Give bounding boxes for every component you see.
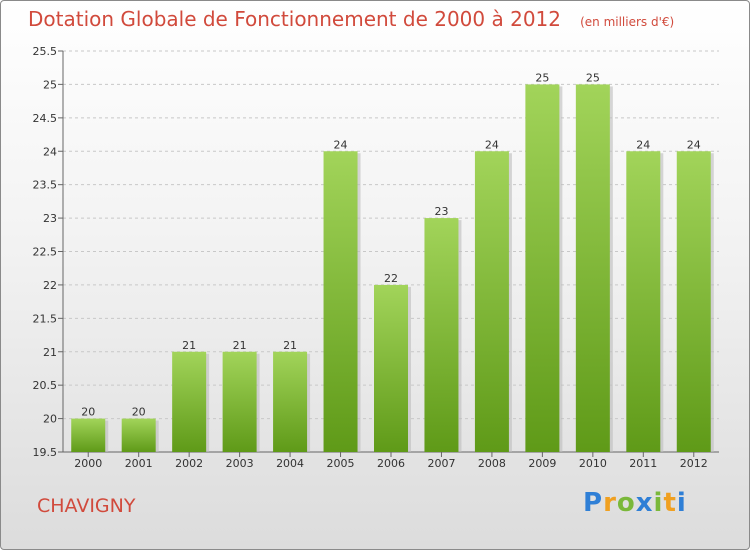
- bar: [222, 351, 257, 452]
- y-tick-label: 19.5: [33, 446, 58, 459]
- y-tick-label: 24.5: [33, 112, 58, 125]
- bar-value-label: 21: [283, 339, 297, 352]
- bar: [273, 351, 308, 452]
- y-tick-label: 23: [43, 212, 57, 225]
- bar: [374, 284, 408, 452]
- x-tick-label: 2006: [377, 457, 405, 470]
- bar: [323, 151, 358, 452]
- x-tick-label: 2012: [680, 457, 708, 470]
- bar-value-label: 20: [132, 406, 146, 419]
- y-tick-label: 22: [43, 279, 57, 292]
- bar-value-label: 25: [586, 71, 600, 84]
- bar-value-label: 24: [687, 138, 701, 151]
- logo-letter: P: [583, 488, 604, 518]
- logo-letter: r: [603, 488, 617, 518]
- chart-subtitle: (en milliers d'€): [580, 15, 675, 29]
- x-tick-label: 2007: [427, 457, 455, 470]
- x-tick-label: 2010: [579, 457, 607, 470]
- x-tick-label: 2011: [629, 457, 657, 470]
- logo-letter: x: [635, 488, 654, 518]
- y-tick-label: 25.5: [33, 45, 58, 58]
- bar: [525, 84, 560, 453]
- x-tick-label: 2004: [276, 457, 304, 470]
- x-tick-label: 2008: [478, 457, 506, 470]
- y-tick-label: 21: [43, 346, 57, 359]
- bar-value-label: 21: [182, 339, 196, 352]
- place-name: CHAVIGNY: [37, 495, 136, 517]
- bar-value-label: 24: [636, 138, 650, 151]
- y-tick-label: 24: [43, 145, 57, 158]
- y-tick-label: 25: [43, 78, 57, 91]
- x-tick-label: 2001: [125, 457, 153, 470]
- proxiti-logo[interactable]: Proxiti: [583, 488, 687, 518]
- bar: [172, 351, 207, 452]
- bar-value-label: 21: [233, 339, 247, 352]
- bar-value-label: 23: [434, 205, 448, 218]
- bar-value-label: 25: [535, 71, 549, 84]
- bar-value-label: 20: [81, 406, 95, 419]
- x-tick-label: 2002: [175, 457, 203, 470]
- chart-title: Dotation Globale de Fonctionnement de 20…: [28, 7, 561, 31]
- bar-value-label: 22: [384, 272, 398, 285]
- bar: [575, 84, 610, 453]
- bar: [676, 151, 711, 452]
- title-row: Dotation Globale de Fonctionnement de 20…: [28, 7, 674, 31]
- bar: [626, 151, 661, 452]
- bar: [474, 151, 509, 452]
- logo-letter: i: [653, 488, 664, 518]
- bar: [71, 418, 106, 452]
- bar: [121, 418, 156, 452]
- bar-value-label: 24: [334, 138, 348, 151]
- y-tick-label: 23.5: [33, 179, 58, 192]
- bar: [424, 218, 459, 452]
- y-tick-label: 20.5: [33, 379, 58, 392]
- y-tick-label: 22.5: [33, 246, 58, 259]
- x-tick-label: 2009: [528, 457, 556, 470]
- logo-letter: o: [616, 488, 636, 518]
- logo-letter: i: [676, 488, 687, 518]
- y-tick-label: 20: [43, 413, 57, 426]
- y-tick-label: 21.5: [33, 312, 58, 325]
- x-tick-label: 2003: [226, 457, 254, 470]
- bar-value-label: 24: [485, 138, 499, 151]
- x-tick-label: 2005: [327, 457, 355, 470]
- x-tick-label: 2000: [74, 457, 102, 470]
- logo-letter: t: [663, 488, 677, 518]
